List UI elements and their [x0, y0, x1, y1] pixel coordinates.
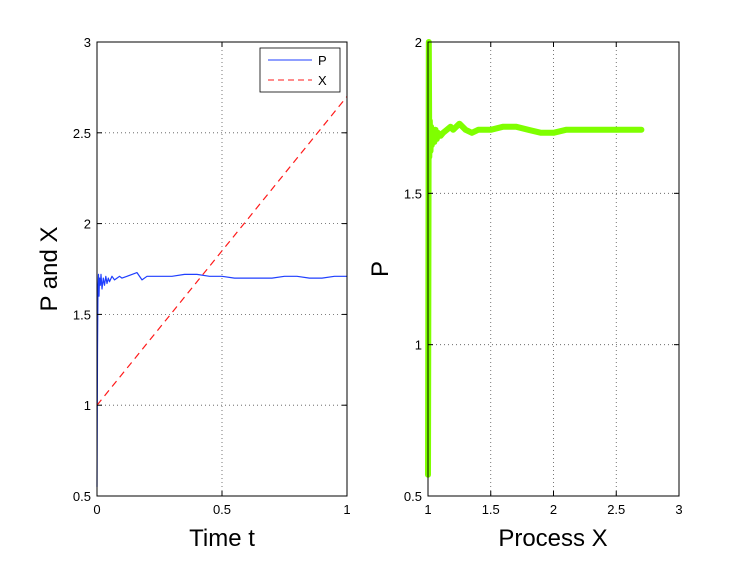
right-xtick-label: 2	[550, 502, 557, 517]
right-xlabel: Process X	[498, 525, 607, 552]
legend-box	[259, 47, 341, 93]
left-ytick-label: 2	[84, 217, 91, 232]
left-ytick-label: 1.5	[73, 307, 91, 322]
left-xtick-label: 1	[343, 502, 350, 517]
right-series-group	[425, 39, 645, 478]
left-series-p-line	[96, 272, 347, 487]
left-ticks: 0 0.5 10.511.522.53	[73, 35, 351, 517]
left-series-x-line	[96, 96, 348, 406]
right-xtick-label: 3	[675, 502, 682, 517]
right-xtick-label: 1	[424, 502, 431, 517]
right-plot-area	[428, 42, 679, 496]
left-xtick-label: 0	[93, 502, 100, 517]
left-ytick-label: 3	[84, 35, 91, 50]
right-ylabel: P	[367, 261, 394, 277]
right-ytick-label: 1.5	[404, 186, 422, 201]
right-ytick-label: 1	[415, 338, 422, 353]
right-ticks: 1 1.5 2 2.5 30.511.52	[404, 35, 683, 517]
left-plot-area	[97, 42, 347, 496]
left-ytick-label: 1	[84, 398, 91, 413]
right-panel: 1 1.5 2 2.5 30.511.52 Process X P	[367, 35, 683, 552]
left-ylabel: P and X	[36, 227, 63, 312]
left-gridlines	[97, 42, 347, 496]
left-ytick-label: 2.5	[73, 126, 91, 141]
legend: P X	[259, 47, 341, 93]
left-xlabel: Time t	[189, 525, 255, 552]
left-xtick-label: 0.5	[213, 502, 231, 517]
right-series-p-vs-x-line	[425, 39, 645, 478]
right-ytick-label: 2	[415, 35, 422, 50]
left-ytick-label: 0.5	[73, 489, 91, 504]
left-panel: 0 0.5 10.511.522.53 Time t P and X P X	[36, 35, 351, 552]
legend-label-x: X	[318, 73, 327, 88]
legend-label-p: P	[318, 53, 327, 68]
right-xtick-label: 2.5	[607, 502, 625, 517]
left-series-group	[96, 96, 348, 487]
right-xtick-label: 1.5	[482, 502, 500, 517]
right-ytick-label: 0.5	[404, 489, 422, 504]
